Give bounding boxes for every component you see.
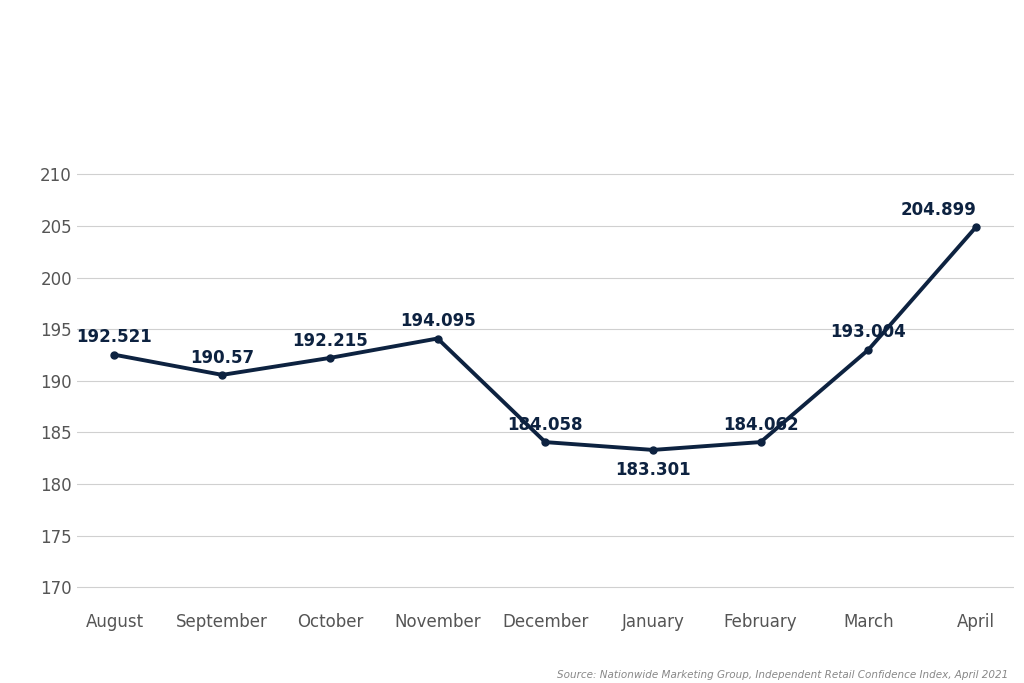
- Text: Source: Nationwide Marketing Group, Independent Retail Confidence Index, April 2: Source: Nationwide Marketing Group, Inde…: [557, 669, 1009, 680]
- Text: April 2021: April 2021: [783, 88, 993, 122]
- Text: 204.899: 204.899: [900, 201, 976, 219]
- Text: 193.004: 193.004: [830, 324, 906, 342]
- Text: 192.521: 192.521: [77, 329, 153, 346]
- Text: 184.062: 184.062: [723, 416, 799, 434]
- Text: 190.57: 190.57: [190, 348, 254, 367]
- Text: 184.058: 184.058: [508, 416, 583, 434]
- Text: nationwide: nationwide: [139, 29, 247, 48]
- Text: 192.215: 192.215: [292, 331, 368, 350]
- Text: group: group: [139, 97, 196, 116]
- Text: 183.301: 183.301: [615, 461, 691, 479]
- Text: NMG Index Overall Score: NMG Index Overall Score: [486, 25, 993, 59]
- Text: marketing: marketing: [139, 64, 239, 83]
- Text: 194.095: 194.095: [399, 312, 475, 330]
